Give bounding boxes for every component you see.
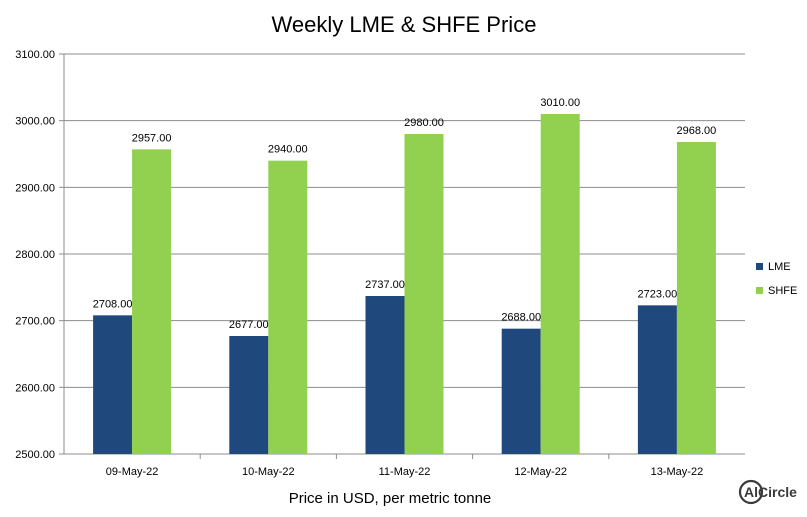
legend-swatch: [756, 263, 763, 270]
y-tick-label: 2500.00: [15, 449, 55, 461]
x-tick-label: 12-May-22: [514, 466, 567, 478]
bar-shfe: [404, 134, 444, 454]
x-tick-label: 13-May-22: [651, 466, 704, 478]
x-tick-label: 10-May-22: [242, 466, 295, 478]
bar-lme: [93, 315, 133, 454]
y-tick-label: 3000.00: [15, 116, 55, 128]
x-tick-label: 11-May-22: [379, 466, 431, 478]
data-label: 2980.00: [404, 117, 444, 129]
data-label: 2708.00: [93, 298, 133, 310]
legend-label: LME: [768, 261, 791, 273]
data-label: 2968.00: [677, 125, 717, 137]
bar-lme: [501, 328, 541, 454]
bar-lme: [637, 305, 677, 454]
x-axis: 09-May-22 10-May-22 11-May-22 12-May-22 13-M…: [106, 454, 703, 478]
data-label: 2677.00: [229, 319, 269, 331]
data-labels: 2708.00 2957.00 2677.00 2940.00 2737.00 2980.…: [93, 97, 717, 331]
bar-shfe: [132, 149, 172, 455]
bar-shfe: [540, 114, 580, 454]
data-label: 2688.00: [501, 312, 541, 324]
alcircle-logo-icon: AlCircle: [738, 479, 797, 505]
chart-title: Weekly LME & SHFE Price: [272, 12, 537, 37]
x-axis-label: Price in USD, per metric tonne: [289, 490, 492, 507]
y-tick-label: 2600.00: [15, 382, 55, 394]
y-tick-label: 2900.00: [15, 182, 55, 194]
bar-shfe: [676, 142, 716, 454]
bar-shfe: [268, 160, 308, 454]
bar-lme: [229, 336, 269, 454]
data-label: 2940.00: [268, 144, 308, 156]
data-label: 2723.00: [638, 288, 678, 300]
data-label: 2957.00: [132, 132, 172, 144]
legend: LME SHFE: [756, 261, 797, 297]
x-tick-label: 09-May-22: [106, 466, 159, 478]
y-tick-label: 2800.00: [15, 249, 55, 261]
logo-text: AlCircle: [744, 484, 797, 500]
data-label: 3010.00: [540, 97, 580, 109]
y-tick-label: 2700.00: [15, 316, 55, 328]
y-tick-label: 3100.00: [15, 49, 55, 61]
legend-swatch: [756, 287, 763, 294]
y-axis: 2500.00 2600.00 2700.00 2800.00 2900.00 3000.…: [15, 49, 65, 461]
bars: [93, 114, 716, 455]
bar-lme: [365, 296, 405, 454]
legend-label: SHFE: [768, 285, 797, 297]
data-label: 2737.00: [365, 279, 405, 291]
